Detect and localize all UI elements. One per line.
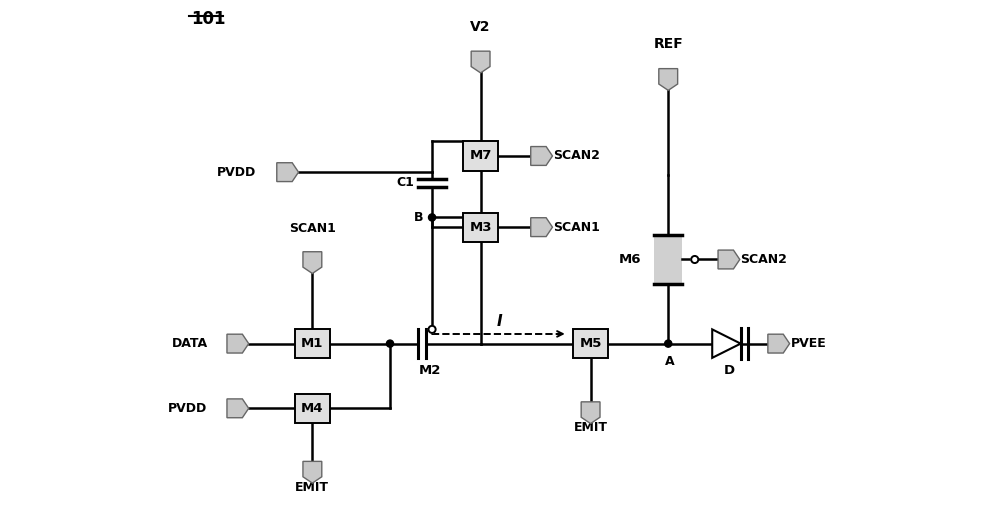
FancyBboxPatch shape xyxy=(654,235,682,284)
FancyBboxPatch shape xyxy=(463,213,498,242)
Text: M5: M5 xyxy=(579,337,602,350)
Polygon shape xyxy=(303,461,322,483)
Text: EMIT: EMIT xyxy=(295,481,329,494)
Text: M6: M6 xyxy=(619,253,641,266)
Text: PVDD: PVDD xyxy=(217,166,256,179)
Text: PVDD: PVDD xyxy=(168,402,208,415)
Text: REF: REF xyxy=(653,37,683,51)
Polygon shape xyxy=(768,334,790,353)
Text: SCAN2: SCAN2 xyxy=(740,253,787,266)
Circle shape xyxy=(665,340,672,347)
Polygon shape xyxy=(227,399,249,418)
Text: M4: M4 xyxy=(301,402,324,415)
Text: C1: C1 xyxy=(396,176,414,189)
Polygon shape xyxy=(581,402,600,424)
Circle shape xyxy=(429,214,436,221)
Polygon shape xyxy=(303,252,322,274)
Text: V2: V2 xyxy=(470,20,491,34)
Text: SCAN2: SCAN2 xyxy=(553,149,600,162)
Text: B: B xyxy=(414,211,424,224)
FancyBboxPatch shape xyxy=(463,141,498,171)
FancyBboxPatch shape xyxy=(295,329,330,358)
Text: M3: M3 xyxy=(469,221,492,234)
Polygon shape xyxy=(659,69,678,90)
Circle shape xyxy=(691,256,698,263)
Polygon shape xyxy=(712,330,741,358)
Text: PVEE: PVEE xyxy=(791,337,826,350)
FancyBboxPatch shape xyxy=(573,329,608,358)
Polygon shape xyxy=(718,250,740,269)
Text: M7: M7 xyxy=(469,149,492,162)
Text: I: I xyxy=(496,313,502,329)
Text: A: A xyxy=(665,356,675,368)
Text: SCAN1: SCAN1 xyxy=(289,222,336,235)
Polygon shape xyxy=(277,163,299,182)
FancyBboxPatch shape xyxy=(295,394,330,423)
Text: M2: M2 xyxy=(419,364,441,377)
Polygon shape xyxy=(531,218,552,237)
Circle shape xyxy=(429,326,436,333)
Text: DATA: DATA xyxy=(171,337,208,350)
Text: SCAN1: SCAN1 xyxy=(553,221,600,234)
Text: 101: 101 xyxy=(191,10,225,29)
Text: M1: M1 xyxy=(301,337,324,350)
Text: EMIT: EMIT xyxy=(574,421,608,434)
Polygon shape xyxy=(227,334,249,353)
Polygon shape xyxy=(471,51,490,73)
Circle shape xyxy=(386,340,394,347)
Polygon shape xyxy=(531,146,552,166)
Text: D: D xyxy=(724,363,735,377)
